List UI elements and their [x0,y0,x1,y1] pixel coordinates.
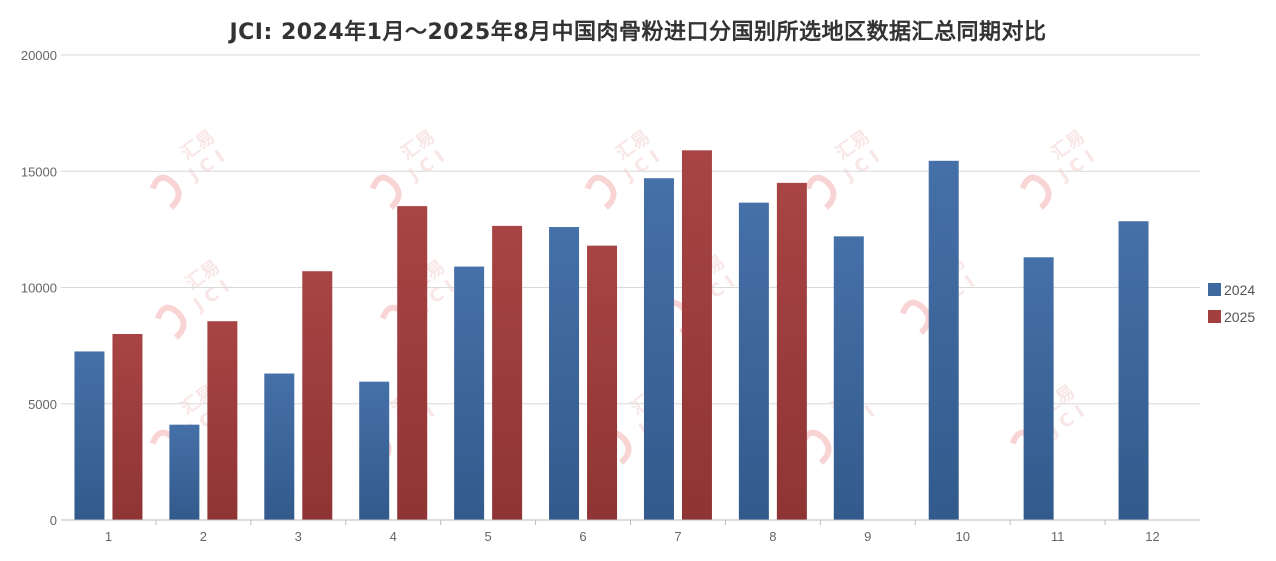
legend-swatch [1208,283,1221,296]
watermark-swoosh [584,174,617,210]
legend-swatch [1208,310,1221,323]
bar-2025-6[interactable] [587,245,618,520]
watermark-swoosh [1019,174,1052,210]
x-tick-label: 11 [1051,529,1065,544]
bar-2024-8[interactable] [738,202,769,520]
y-tick-label: 20000 [21,48,57,63]
bar-2024-3[interactable] [264,373,295,520]
watermark-swoosh [804,174,837,210]
x-tick-label: 5 [485,529,492,544]
y-tick-label: 15000 [21,164,57,179]
bar-2024-10[interactable] [928,160,959,520]
y-tick-label: 0 [50,513,57,528]
x-tick-label: 1 [105,529,112,544]
x-tick-label: 7 [674,529,681,544]
x-tick-label: 10 [955,529,969,544]
legend-item-2025[interactable]: 2025 [1208,309,1255,325]
chart-title: JCI: 2024年1月～2025年8月中国肉骨粉进口分国别所选地区数据汇总同期… [229,20,1047,45]
legend: 2024 2025 [1208,282,1255,325]
bar-2024-1[interactable] [74,351,105,520]
gridlines [61,54,1200,405]
watermark-swoosh [799,429,832,465]
x-tick-label: 6 [579,529,586,544]
bar-2025-5[interactable] [492,225,523,520]
y-tick-label: 10000 [21,281,57,296]
x-tick-label: 8 [769,529,776,544]
bar-2024-6[interactable] [549,227,580,521]
bar-2024-11[interactable] [1023,257,1054,520]
bar-2025-7[interactable] [681,150,712,520]
x-tick-label: 2 [200,529,207,544]
bar-2025-1[interactable] [112,334,143,520]
x-tick-label: 4 [390,529,397,544]
bar-2024-2[interactable] [169,424,200,520]
y-tick-label: 5000 [28,397,57,412]
bar-2024-7[interactable] [643,178,674,520]
bar-2025-4[interactable] [397,206,428,520]
legend-label: 2024 [1224,282,1255,298]
legend-item-2024[interactable]: 2024 [1208,282,1255,298]
bar-2024-4[interactable] [359,381,390,520]
bar-2024-12[interactable] [1118,221,1149,521]
bar-2025-2[interactable] [207,321,238,520]
bar-2025-3[interactable] [302,271,333,520]
x-tick-label: 9 [864,529,871,544]
legend-label: 2025 [1224,309,1255,325]
bar-2024-9[interactable] [833,236,864,520]
watermark-swoosh [149,174,182,210]
watermark-swoosh [899,299,932,335]
watermark-swoosh [154,304,187,340]
bars-group [74,150,1149,521]
bar-2025-8[interactable] [776,182,807,520]
x-tick-label: 12 [1145,529,1159,544]
watermark-swoosh [369,174,402,210]
bar-2024-5[interactable] [454,266,485,520]
x-tick-label: 3 [295,529,302,544]
